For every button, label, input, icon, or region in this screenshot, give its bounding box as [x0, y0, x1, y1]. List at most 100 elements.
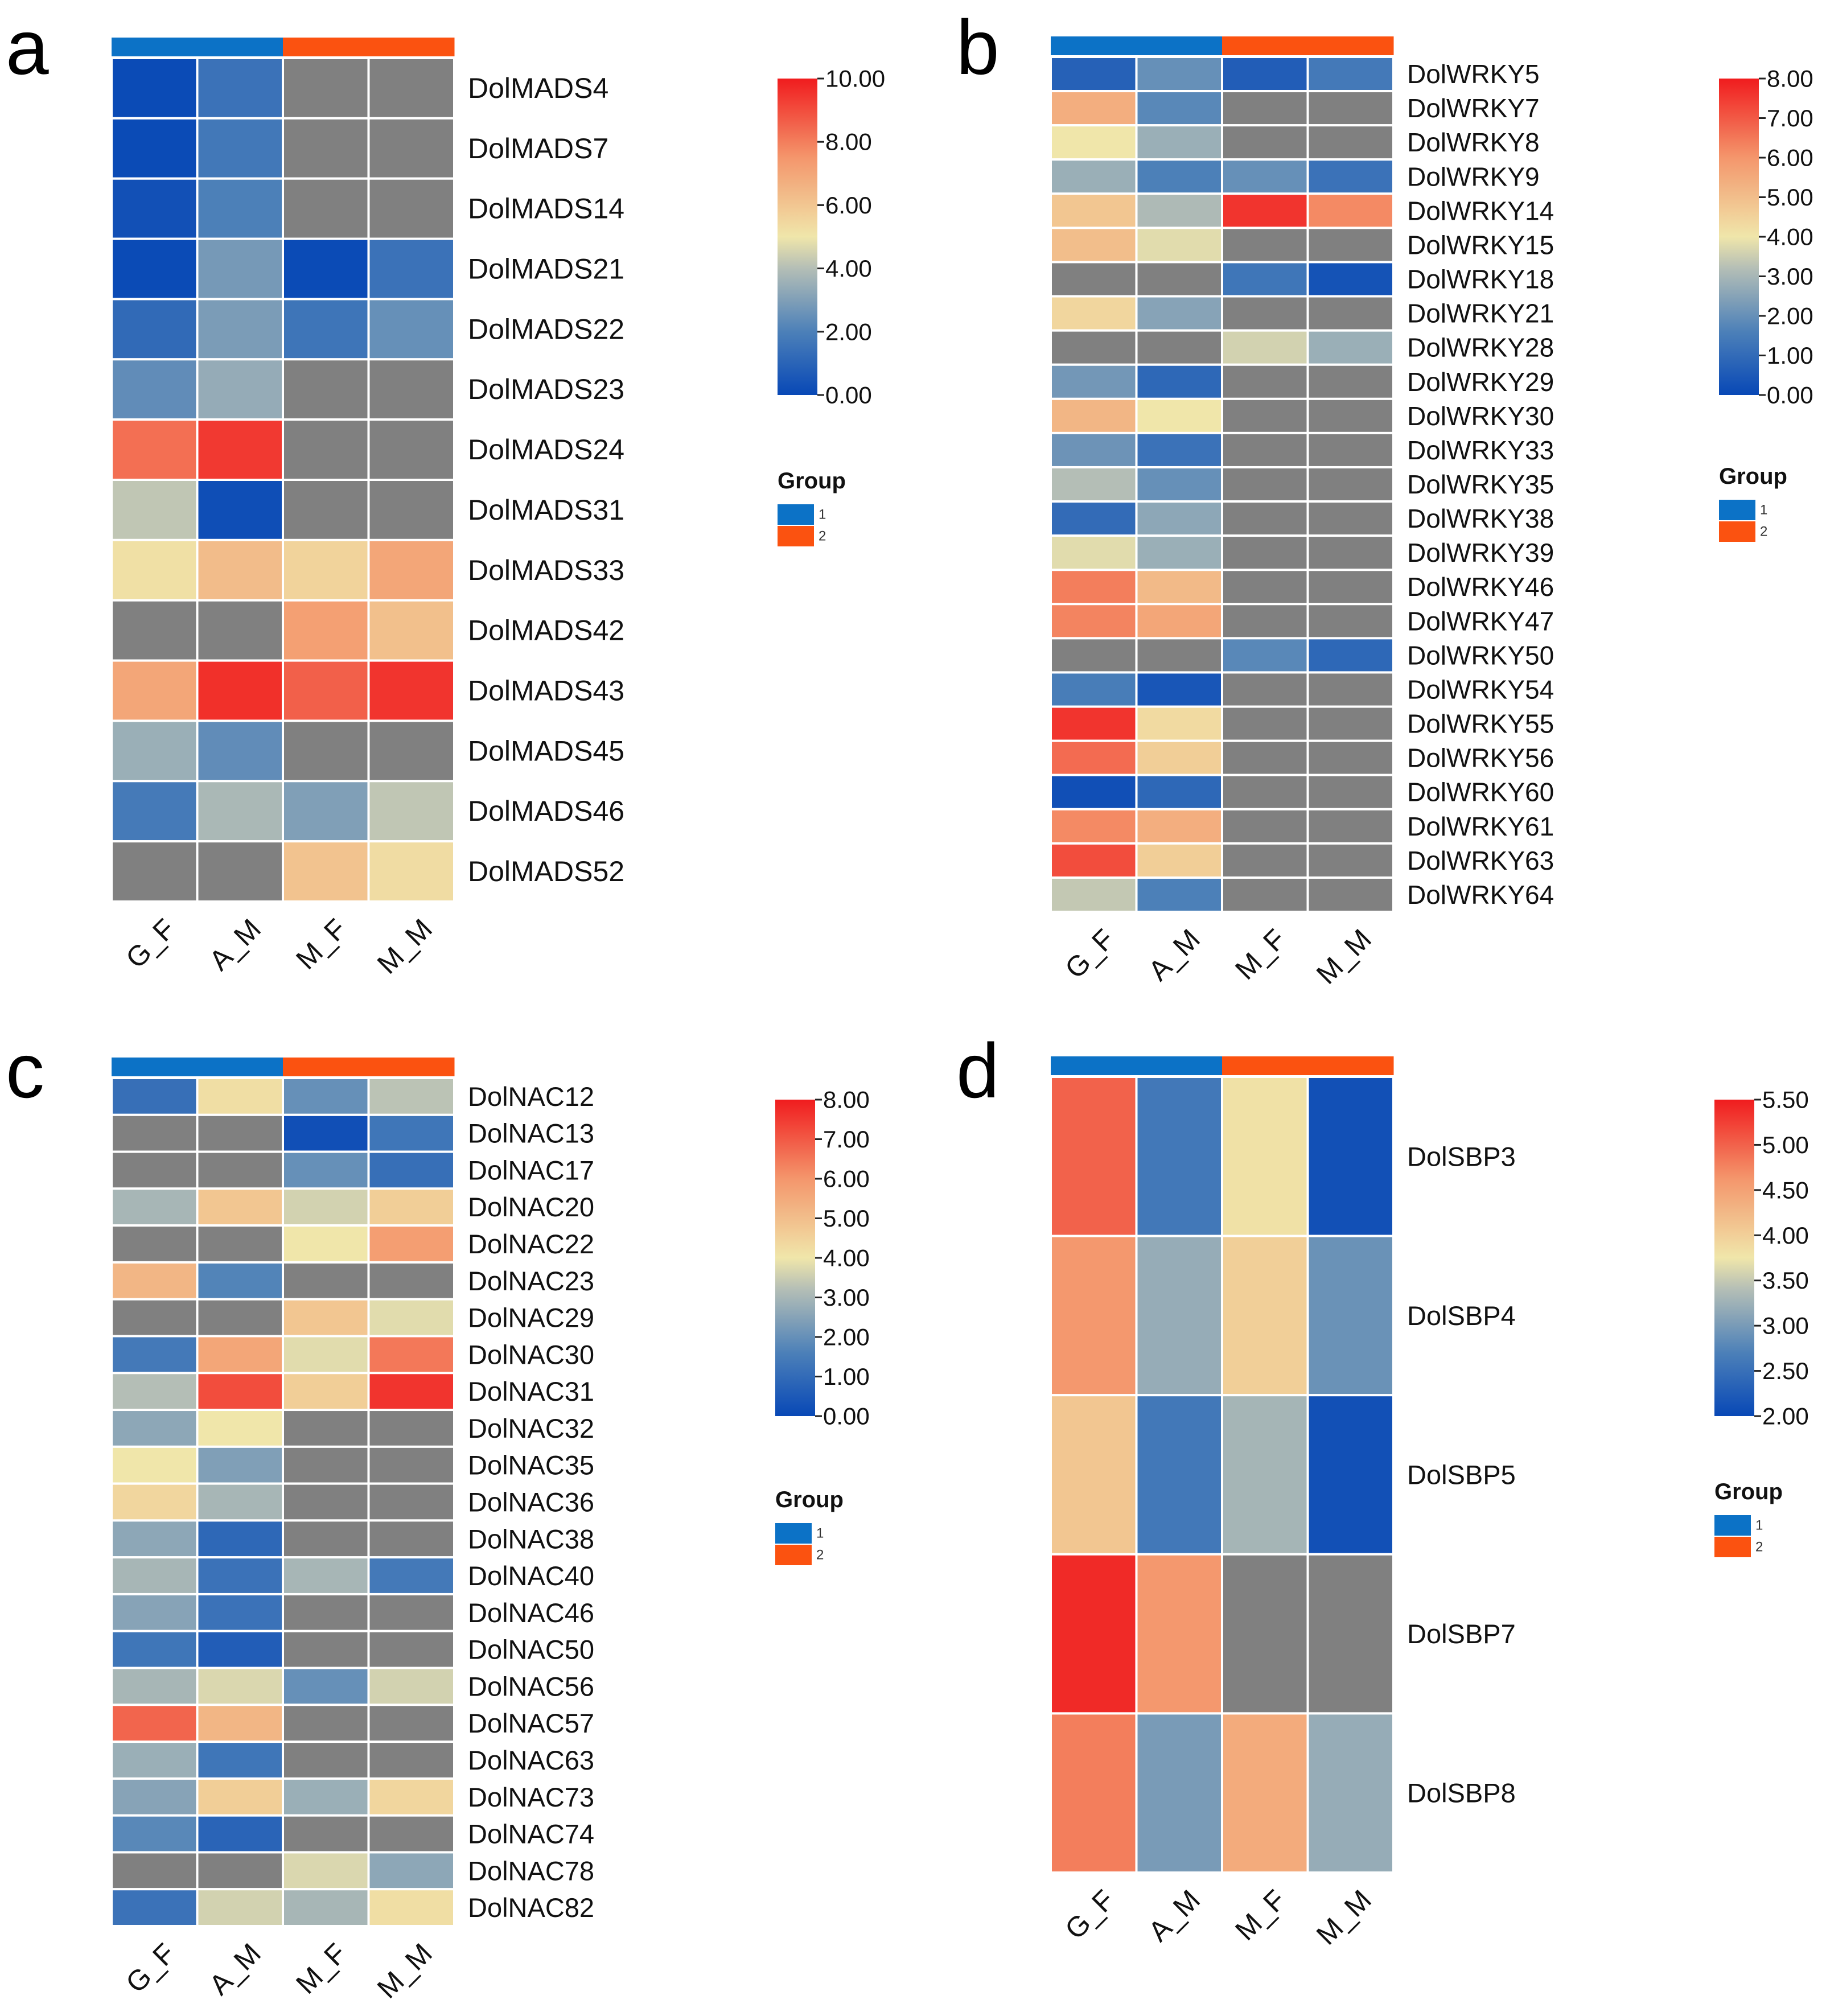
group-bar-M_F [1222, 36, 1308, 55]
heatmap-cell [1135, 1394, 1223, 1556]
heatmap-cell [1306, 192, 1395, 229]
column-label: M_F [290, 913, 352, 976]
group-legend-label: 2 [819, 529, 826, 544]
row-label: DolNAC78 [468, 1855, 594, 1886]
heatmap-cell [367, 1519, 455, 1559]
heatmap-cell [1221, 534, 1309, 571]
heatmap-cell [1135, 842, 1223, 879]
heatmap-cell [1135, 124, 1223, 161]
heatmap-cell [1221, 1235, 1309, 1397]
heatmap-cell [367, 1298, 455, 1338]
row-label: DolSBP8 [1407, 1778, 1516, 1808]
heatmap-cell [1135, 500, 1223, 537]
heatmap-cell [282, 1187, 370, 1227]
heatmap-cell [1306, 534, 1395, 571]
heatmap-cell [196, 1445, 284, 1485]
heatmap-cell [282, 1556, 370, 1595]
group-legend-swatch [1714, 1515, 1751, 1536]
heatmap-cell [110, 1335, 199, 1375]
color-scale-tick-label: 2.00 [823, 1324, 870, 1351]
heatmap-cell [282, 780, 370, 843]
heatmap-cell [1306, 1553, 1395, 1715]
heatmap-cell [1306, 603, 1395, 640]
column-label: A_M [1142, 1884, 1206, 1948]
row-label: DolWRKY28 [1407, 333, 1554, 363]
row-label: DolWRKY5 [1407, 59, 1540, 89]
heatmap-cell [110, 1150, 199, 1190]
color-scale-tick-label: 3.00 [1767, 263, 1813, 290]
heatmap-cell [1221, 808, 1309, 845]
heatmap-cell [196, 418, 284, 482]
heatmap-cell [282, 358, 370, 421]
heatmap-cell [367, 418, 455, 482]
heatmap-cell [196, 1630, 284, 1669]
heatmap-cell [1050, 295, 1138, 332]
heatmap-cell [1306, 227, 1395, 264]
group-legend-title: Group [1714, 1479, 1783, 1504]
heatmap-cell [196, 57, 284, 120]
color-scale-tick-label: 4.00 [825, 255, 872, 282]
heatmap-cell [110, 1630, 199, 1669]
color-scale-bar [775, 1100, 815, 1416]
column-label: G_F [120, 913, 181, 974]
heatmap-cell [196, 479, 284, 541]
heatmap-cell [110, 659, 199, 722]
heatmap-cell [1221, 774, 1309, 810]
heatmap-cell [1135, 295, 1223, 332]
heatmap-cell [1221, 295, 1309, 332]
heatmap-cell [282, 177, 370, 240]
heatmap-cell [1135, 603, 1223, 640]
group-legend-title: Group [1719, 464, 1787, 489]
heatmap-cell [367, 1593, 455, 1632]
heatmap-cell [367, 1667, 455, 1706]
color-scale-tick-label: 4.00 [1767, 224, 1813, 250]
heatmap-cell [367, 1777, 455, 1817]
heatmap-cell [282, 57, 370, 120]
heatmap-cell [1050, 466, 1138, 503]
heatmap-cell [1050, 774, 1138, 810]
heatmap-cell [1050, 1235, 1138, 1397]
panel-label: b [956, 4, 1000, 90]
heatmap-cell [367, 1187, 455, 1227]
column-label: G_F [1059, 923, 1120, 985]
heatmap-cell [1306, 569, 1395, 606]
heatmap-cell [367, 358, 455, 421]
column-label: G_F [120, 1937, 181, 1999]
heatmap-cell [367, 1556, 455, 1595]
heatmap-cell [1221, 500, 1309, 537]
heatmap-cell [196, 1261, 284, 1301]
heatmap-cell [196, 237, 284, 301]
heatmap-cell [367, 1113, 455, 1153]
heatmap-cell [1135, 261, 1223, 298]
heatmap-cell [1135, 705, 1223, 742]
heatmap-cell [1135, 739, 1223, 776]
heatmap-cell [1135, 466, 1223, 503]
heatmap-cell [196, 298, 284, 361]
heatmap-cell [1306, 808, 1395, 845]
heatmap-cell [1221, 329, 1309, 366]
row-label: DolSBP7 [1407, 1619, 1516, 1649]
row-label: DolNAC35 [468, 1450, 594, 1480]
heatmap-cell [1306, 124, 1395, 161]
heatmap-cell [282, 1519, 370, 1559]
heatmap-cell [1050, 227, 1138, 264]
heatmap-cell [1221, 363, 1309, 400]
group-legend-title: Group [775, 1487, 844, 1512]
row-label: DolWRKY33 [1407, 435, 1554, 465]
row-label: DolWRKY7 [1407, 93, 1540, 123]
color-scale-tick-label: 4.00 [1762, 1222, 1809, 1249]
heatmap-cell [1050, 397, 1138, 434]
heatmap-cell [282, 1630, 370, 1669]
heatmap-cell [110, 719, 199, 783]
row-label: DolWRKY54 [1407, 674, 1554, 704]
row-label: DolMADS22 [468, 313, 624, 345]
heatmap-cell [282, 719, 370, 783]
column-label: M_M [371, 1937, 438, 2005]
heatmap-cell [282, 1814, 370, 1854]
heatmap-cell [1306, 397, 1395, 434]
heatmap-panel-b: b DolWRKY5 DolWRKY7 DolWRKY8 DolWRKY9 DolWRKY… [956, 4, 1813, 990]
heatmap-cell [367, 659, 455, 722]
heatmap-cell [282, 1593, 370, 1632]
row-label: DolNAC23 [468, 1266, 594, 1296]
color-scale-tick-label: 2.50 [1762, 1357, 1809, 1384]
